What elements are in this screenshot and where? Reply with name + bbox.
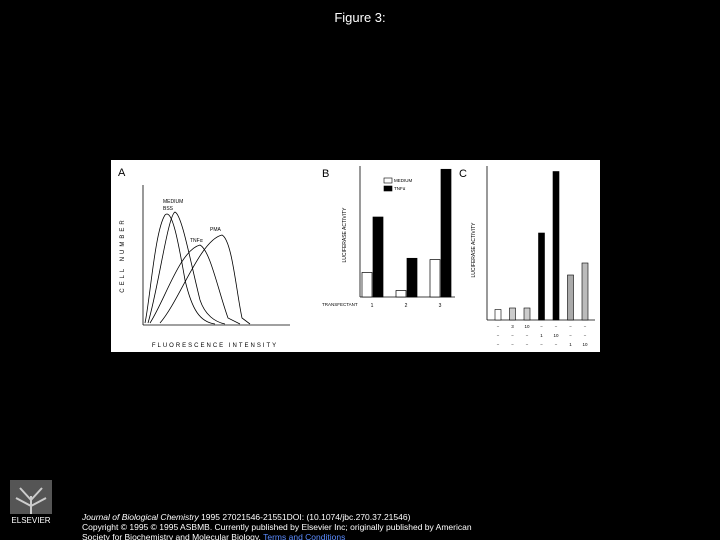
table-cell: 1	[540, 333, 543, 338]
legend-label: MEDIUM	[394, 178, 412, 183]
table-cell: −	[569, 333, 572, 338]
bar	[581, 262, 589, 321]
bar	[372, 216, 384, 298]
bar	[494, 309, 502, 321]
slide-title: Figure 3:	[334, 10, 386, 25]
axis-label: FLUORESCENCE INTENSITY	[152, 343, 278, 349]
bar	[361, 272, 373, 298]
table-cell: 1	[569, 342, 572, 347]
panel-label: A	[118, 167, 126, 179]
curve-label: TNFα	[190, 238, 203, 244]
bar	[567, 274, 574, 321]
table-cell: −	[526, 342, 529, 347]
table-cell: −	[555, 324, 558, 329]
table-cell: −	[497, 324, 500, 329]
bar	[552, 171, 560, 321]
table-cell: −	[569, 324, 572, 329]
x-tick-label: 2	[405, 303, 408, 309]
bar	[523, 307, 531, 321]
table-cell: −	[540, 342, 543, 347]
bar	[509, 307, 516, 321]
x-tick-label: 1	[371, 303, 374, 309]
table-cell: 10	[553, 333, 559, 338]
x-tick-label: 3	[439, 303, 442, 309]
legend-swatch	[383, 185, 393, 192]
curve-label: MEDIUM	[163, 199, 183, 205]
axis-label: LUCIFERASE ACTIVITY	[342, 207, 348, 263]
bar	[395, 290, 407, 298]
axis-label: TRANSFECTANT	[322, 302, 358, 307]
histogram-curves	[142, 185, 290, 326]
citation-line: Journal of Biological Chemistry 1995 270…	[82, 512, 472, 522]
bar-group: 1 2 3 MEDIUM TNFα	[361, 168, 452, 309]
table-cell: 3	[511, 324, 514, 329]
table-cell: −	[555, 342, 558, 347]
panel-label: C	[459, 168, 467, 180]
table-cell: −	[540, 324, 543, 329]
table-cell: −	[526, 333, 529, 338]
terms-link[interactable]: Terms and Conditions	[263, 532, 346, 540]
curve-label: BSS	[163, 206, 174, 212]
curve-label: PMA	[210, 227, 222, 233]
bar	[429, 259, 441, 298]
table-cell: 10	[524, 324, 530, 329]
logo-text: ELSEVIER	[11, 516, 50, 525]
bar	[440, 168, 452, 298]
axis-label: CELL NUMBER	[120, 217, 126, 292]
panel-label: B	[322, 168, 329, 180]
bar	[406, 257, 418, 298]
table-cell: −	[511, 342, 514, 347]
table-cell: −	[511, 333, 514, 338]
journal-name: Journal of Biological Chemistry	[82, 512, 199, 522]
axis-label: LUCIFERASE ACTIVITY	[471, 222, 477, 278]
citation-text: 1995 27021546-21551DOI: (10.1074/jbc.270…	[198, 512, 411, 522]
citation-line: Society for Biochemistry and Molecular B…	[82, 532, 472, 540]
publisher-logo: ELSEVIER	[10, 480, 52, 525]
table-cell: −	[497, 333, 500, 338]
table-cell: −	[497, 342, 500, 347]
citation-text: Society for Biochemistry and Molecular B…	[82, 532, 264, 540]
logo-branches	[15, 487, 47, 514]
bar-group: − − − 3 − − 10 − − − 1 − − 10 − − − 1 − − 10	[494, 171, 589, 347]
bar	[538, 232, 545, 321]
table-cell: −	[584, 324, 587, 329]
table-cell: 10	[582, 342, 588, 347]
table-cell: −	[584, 333, 587, 338]
citation: Journal of Biological Chemistry 1995 270…	[82, 512, 472, 540]
legend-swatch	[383, 177, 393, 184]
citation-line: Copyright © 1995 © 1995 ASBMB. Currently…	[82, 522, 472, 532]
legend-label: TNFα	[394, 186, 406, 191]
